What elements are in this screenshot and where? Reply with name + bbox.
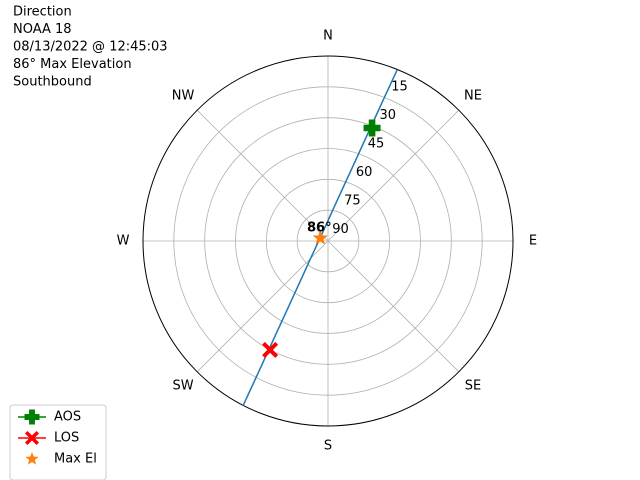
legend-marker (25, 431, 39, 445)
grid-spoke (196, 109, 329, 242)
annotation: 86° (307, 221, 332, 236)
title-line: Direction (13, 5, 72, 20)
title-line: Southbound (13, 75, 92, 90)
legend-label: LOS (54, 431, 79, 446)
marker (312, 230, 328, 245)
grid-spoke (327, 240, 460, 373)
theta-tick-label: N (323, 29, 333, 44)
legend-marker (25, 452, 39, 465)
title-line: 86° Max Elevation (13, 57, 132, 72)
r-tick-label: 45 (368, 136, 385, 151)
theta-tick-label: SW (172, 378, 193, 393)
legend-marker (24, 409, 40, 425)
title-line: NOAA 18 (13, 22, 72, 37)
marker (262, 341, 279, 358)
r-tick-label: 15 (391, 80, 408, 95)
grid-spoke (196, 240, 329, 373)
title-block: Direction NOAA 18 08/13/2022 @ 12:45:03 86°… (13, 5, 168, 90)
legend-label: AOS (54, 410, 81, 425)
theta-tick-label: SE (465, 378, 481, 393)
r-tick-label: 90 (332, 222, 349, 237)
marker (363, 119, 381, 137)
legend-label: Max El (54, 452, 97, 467)
theta-tick-label: W (117, 234, 130, 249)
theta-tick-label: S (324, 439, 332, 454)
r-tick-label: 30 (379, 108, 396, 123)
r-tick-label: 60 (356, 165, 373, 180)
polar-frame (142, 55, 514, 427)
grid-spoke (327, 109, 460, 242)
r-tick-label: 75 (344, 193, 361, 208)
theta-tick-label: NW (172, 89, 195, 104)
title-line: 08/13/2022 @ 12:45:03 (13, 40, 168, 55)
theta-tick-label: E (529, 234, 537, 249)
theta-tick-label: NE (464, 89, 482, 104)
